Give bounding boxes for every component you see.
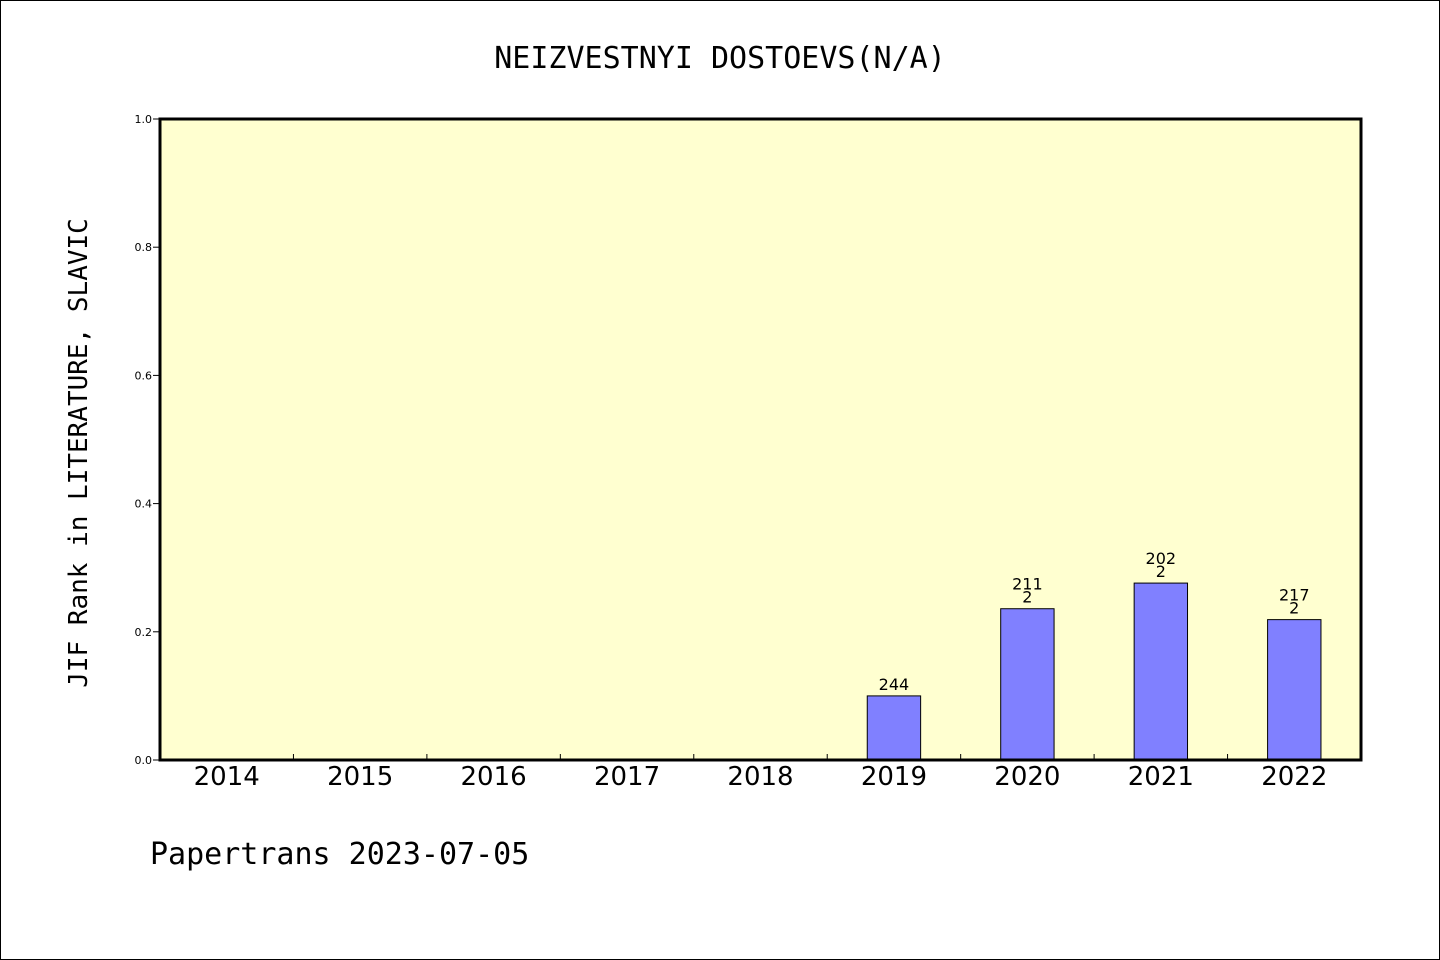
y-tick-label: 0.0 bbox=[135, 754, 153, 767]
bar-2019 bbox=[866, 695, 922, 761]
bar-label: 244 bbox=[879, 675, 910, 694]
x-tick-label: 2018 bbox=[727, 762, 793, 792]
x-tick-label: 2014 bbox=[194, 762, 260, 792]
bar-label: 2 bbox=[1022, 588, 1032, 607]
bar-2021 bbox=[1133, 582, 1189, 761]
bar-label: 211 bbox=[1012, 575, 1043, 594]
chart-title: NEIZVESTNYI DOSTOEVS(N/A) bbox=[494, 41, 946, 76]
bar-2020 bbox=[1000, 608, 1055, 761]
bars bbox=[866, 582, 1322, 761]
bar-label: 2 bbox=[1289, 599, 1299, 618]
x-tick-label: 2017 bbox=[594, 762, 660, 792]
y-tick-label: 1.0 bbox=[135, 113, 153, 126]
x-tick-label: 2016 bbox=[461, 762, 527, 792]
bar-2022 bbox=[1267, 619, 1322, 761]
bar-label: 2 bbox=[1156, 562, 1166, 581]
y-tick-label: 0.2 bbox=[135, 626, 153, 639]
y-tick-label: 0.6 bbox=[135, 369, 153, 382]
y-axis-label: JIF Rank in LITERATURE, SLAVIC bbox=[64, 218, 94, 688]
x-tick-label: 2022 bbox=[1261, 762, 1327, 792]
x-tick-label: 2021 bbox=[1128, 762, 1194, 792]
y-axis-ticks: 0.0 0.2 0.4 0.6 0.8 1.0 bbox=[135, 113, 160, 767]
y-tick-label: 0.4 bbox=[135, 498, 153, 511]
y-tick-label: 0.8 bbox=[135, 241, 153, 254]
x-tick-label: 2019 bbox=[861, 762, 927, 792]
bar-label: 202 bbox=[1146, 549, 1177, 568]
bar-label: 217 bbox=[1279, 586, 1310, 605]
x-axis-ticks: 2014 2015 2016 2017 2018 2019 2020 2021 2022 bbox=[194, 754, 1327, 792]
footer-credit: Papertrans 2023-07-05 bbox=[150, 837, 529, 872]
x-tick-label: 2015 bbox=[327, 762, 393, 792]
x-tick-label: 2020 bbox=[994, 762, 1060, 792]
plot-border bbox=[158, 117, 1363, 762]
